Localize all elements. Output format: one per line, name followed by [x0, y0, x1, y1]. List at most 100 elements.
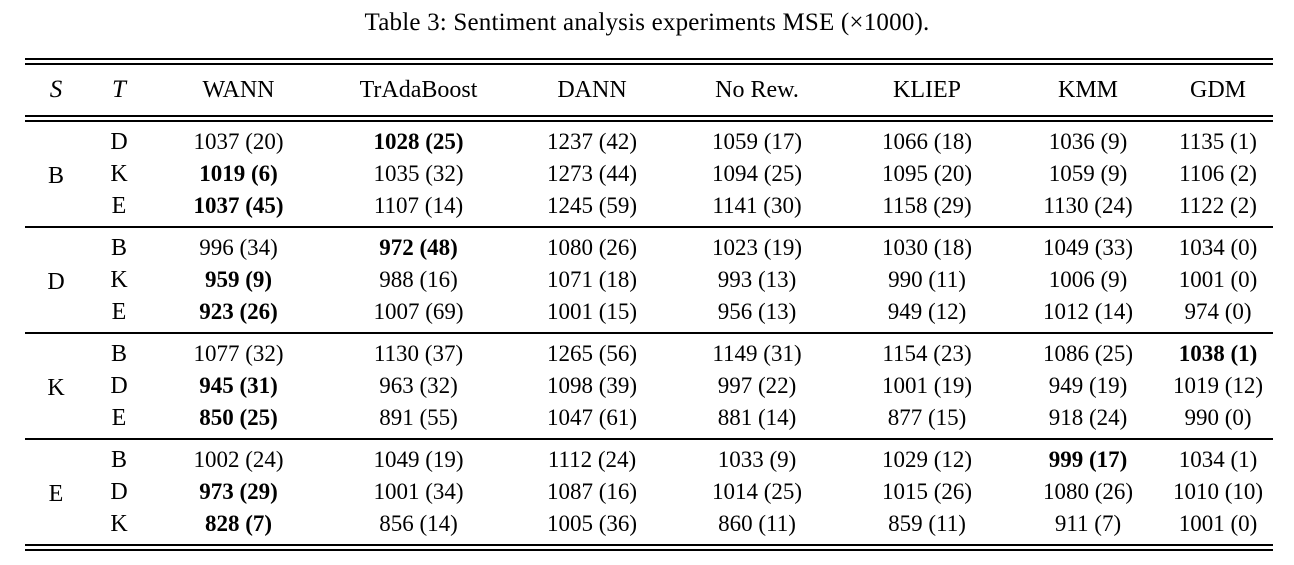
- table-row: E B 1002 (24) 1049 (19) 1112 (24) 1033 (9) 102…: [25, 439, 1273, 507]
- target-domain-label: K: [110, 266, 128, 293]
- cell-kliep: 1066 (18): [881, 129, 973, 154]
- source-group-d: D B 996 (34) 972 (48) 1080 (26) 1023 (19) 1030…: [25, 227, 1273, 333]
- column-header-kliep: KLIEP: [841, 61, 1013, 122]
- cell-gdm: 1106 (2): [1179, 161, 1257, 186]
- cell-wann: 1037 (45): [193, 193, 284, 218]
- cell-no-rew: 1149 (31): [712, 341, 802, 366]
- cell-tradaboost: 963 (32): [379, 373, 458, 398]
- cell-gdm: 1034 (1): [1178, 447, 1258, 472]
- cell-gdm: 990 (0): [1184, 405, 1252, 430]
- table-row: K 959 (9) 988 (16) 1071 (18) 993 (13) 990 (11…: [25, 264, 1273, 296]
- target-domain-label: D: [110, 478, 128, 505]
- cell-wann: 973 (29): [199, 479, 278, 504]
- target-domain-label: E: [111, 192, 127, 219]
- cell-wann: 1077 (32): [193, 341, 284, 366]
- cell-no-rew: 1059 (17): [711, 129, 803, 154]
- source-group-b: B D 1037 (20) 1028 (25) 1237 (42) 1059 (17) 10…: [25, 119, 1273, 228]
- cell-kmm: 1086 (25): [1042, 341, 1134, 366]
- cell-gdm: 1019 (12): [1172, 373, 1264, 398]
- target-domain-label: D: [110, 128, 128, 155]
- cell-dann: 1273 (44): [546, 161, 638, 186]
- cell-dann: 1080 (26): [546, 235, 638, 260]
- source-group-e: E B 1002 (24) 1049 (19) 1112 (24) 1033 (9) 102…: [25, 439, 1273, 548]
- cell-no-rew: 1141 (30): [712, 193, 802, 218]
- source-domain-label: K: [47, 374, 65, 401]
- table-row: B D 1037 (20) 1028 (25) 1237 (42) 1059 (17) 10…: [25, 119, 1273, 189]
- cell-wann: 996 (34): [199, 235, 278, 260]
- cell-gdm: 1122 (2): [1179, 193, 1257, 218]
- cell-tradaboost: 1007 (69): [373, 299, 464, 324]
- cell-no-rew: 1033 (9): [717, 447, 797, 472]
- cell-tradaboost: 1028 (25): [373, 129, 464, 154]
- cell-kmm: 1006 (9): [1048, 267, 1128, 292]
- cell-kliep: 990 (11): [888, 267, 966, 292]
- table-row: D 973 (29) 1001 (34) 1087 (16) 1014 (25) 1015…: [25, 476, 1273, 508]
- source-group-k: K B 1077 (32) 1130 (37) 1265 (56) 1149 (31) 11…: [25, 333, 1273, 439]
- table-caption: Table 3: Sentiment analysis experiments …: [364, 9, 930, 36]
- cell-no-rew: 1023 (19): [711, 235, 803, 260]
- cell-kmm: 918 (24): [1048, 405, 1128, 430]
- paper-page: Table 3: Sentiment analysis experiments …: [25, 9, 1273, 551]
- target-domain-label: K: [110, 160, 128, 187]
- cell-dann: 1098 (39): [546, 373, 638, 398]
- cell-gdm: 1001 (0): [1178, 511, 1258, 536]
- target-domain-label: B: [110, 234, 127, 261]
- cell-kliep: 1030 (18): [881, 235, 973, 260]
- source-domain-label: D: [47, 268, 65, 295]
- table-row: D 945 (31) 963 (32) 1098 (39) 997 (22) 1001 (…: [25, 370, 1273, 402]
- cell-kmm: 911 (7): [1054, 511, 1122, 536]
- cell-wann: 828 (7): [204, 511, 273, 536]
- cell-kliep: 1158 (29): [882, 193, 972, 218]
- cell-dann: 1087 (16): [546, 479, 638, 504]
- cell-kliep: 1154 (23): [882, 341, 972, 366]
- column-header-kmm: KMM: [1013, 61, 1163, 122]
- target-domain-label: E: [111, 404, 127, 431]
- table-row: E 1037 (45) 1107 (14) 1245 (59) 1141 (30) 115…: [25, 190, 1273, 227]
- cell-kliep: 1015 (26): [881, 479, 973, 504]
- table-row: K 828 (7) 856 (14) 1005 (36) 860 (11) 859 (11…: [25, 508, 1273, 548]
- cell-tradaboost: 1035 (32): [373, 161, 464, 186]
- cell-no-rew: 860 (11): [718, 511, 796, 536]
- target-domain-label: B: [110, 340, 127, 367]
- column-header-dann: DANN: [511, 61, 673, 122]
- cell-kmm: 1049 (33): [1042, 235, 1134, 260]
- table-row: E 850 (25) 891 (55) 1047 (61) 881 (14) 877 (1…: [25, 402, 1273, 439]
- cell-dann: 1112 (24): [547, 447, 637, 472]
- cell-wann: 1002 (24): [193, 447, 284, 472]
- cell-wann: 1019 (6): [199, 161, 278, 186]
- cell-dann: 1071 (18): [546, 267, 638, 292]
- cell-tradaboost: 1001 (34): [373, 479, 464, 504]
- table-row: D B 996 (34) 972 (48) 1080 (26) 1023 (19) 1030…: [25, 227, 1273, 295]
- cell-kmm: 1036 (9): [1048, 129, 1128, 154]
- cell-wann: 1037 (20): [193, 129, 284, 154]
- cell-no-rew: 881 (14): [717, 405, 797, 430]
- target-domain-label: B: [110, 446, 127, 473]
- cell-kmm: 1130 (24): [1043, 193, 1133, 218]
- cell-gdm: 1038 (1): [1178, 341, 1258, 366]
- cell-wann: 850 (25): [199, 405, 278, 430]
- column-header-no-rew: No Rew.: [673, 61, 841, 122]
- cell-gdm: 1010 (10): [1172, 479, 1264, 504]
- cell-kmm: 1012 (14): [1042, 299, 1134, 324]
- cell-kliep: 1095 (20): [881, 161, 973, 186]
- cell-wann: 923 (26): [199, 299, 278, 324]
- cell-tradaboost: 972 (48): [379, 235, 458, 260]
- cell-no-rew: 1014 (25): [711, 479, 803, 504]
- cell-gdm: 1135 (1): [1179, 129, 1257, 154]
- cell-gdm: 1034 (0): [1178, 235, 1258, 260]
- cell-wann: 959 (9): [204, 267, 273, 292]
- target-domain-label: E: [111, 298, 127, 325]
- cell-tradaboost: 988 (16): [379, 267, 458, 292]
- cell-no-rew: 997 (22): [717, 373, 797, 398]
- cell-kliep: 877 (15): [887, 405, 967, 430]
- source-domain-label: E: [48, 480, 64, 507]
- cell-dann: 1237 (42): [546, 129, 638, 154]
- cell-tradaboost: 1049 (19): [373, 447, 464, 472]
- table-header: S T WANN TrAdaBoost DANN No Rew. KLIEP KMM GDM: [25, 61, 1273, 122]
- cell-no-rew: 1094 (25): [711, 161, 803, 186]
- table-row: K B 1077 (32) 1130 (37) 1265 (56) 1149 (31) 11…: [25, 333, 1273, 401]
- column-header-s: S: [25, 61, 87, 122]
- target-domain-label: D: [110, 372, 128, 399]
- cell-kmm: 1080 (26): [1042, 479, 1134, 504]
- column-header-tradaboost: TrAdaBoost: [326, 61, 511, 122]
